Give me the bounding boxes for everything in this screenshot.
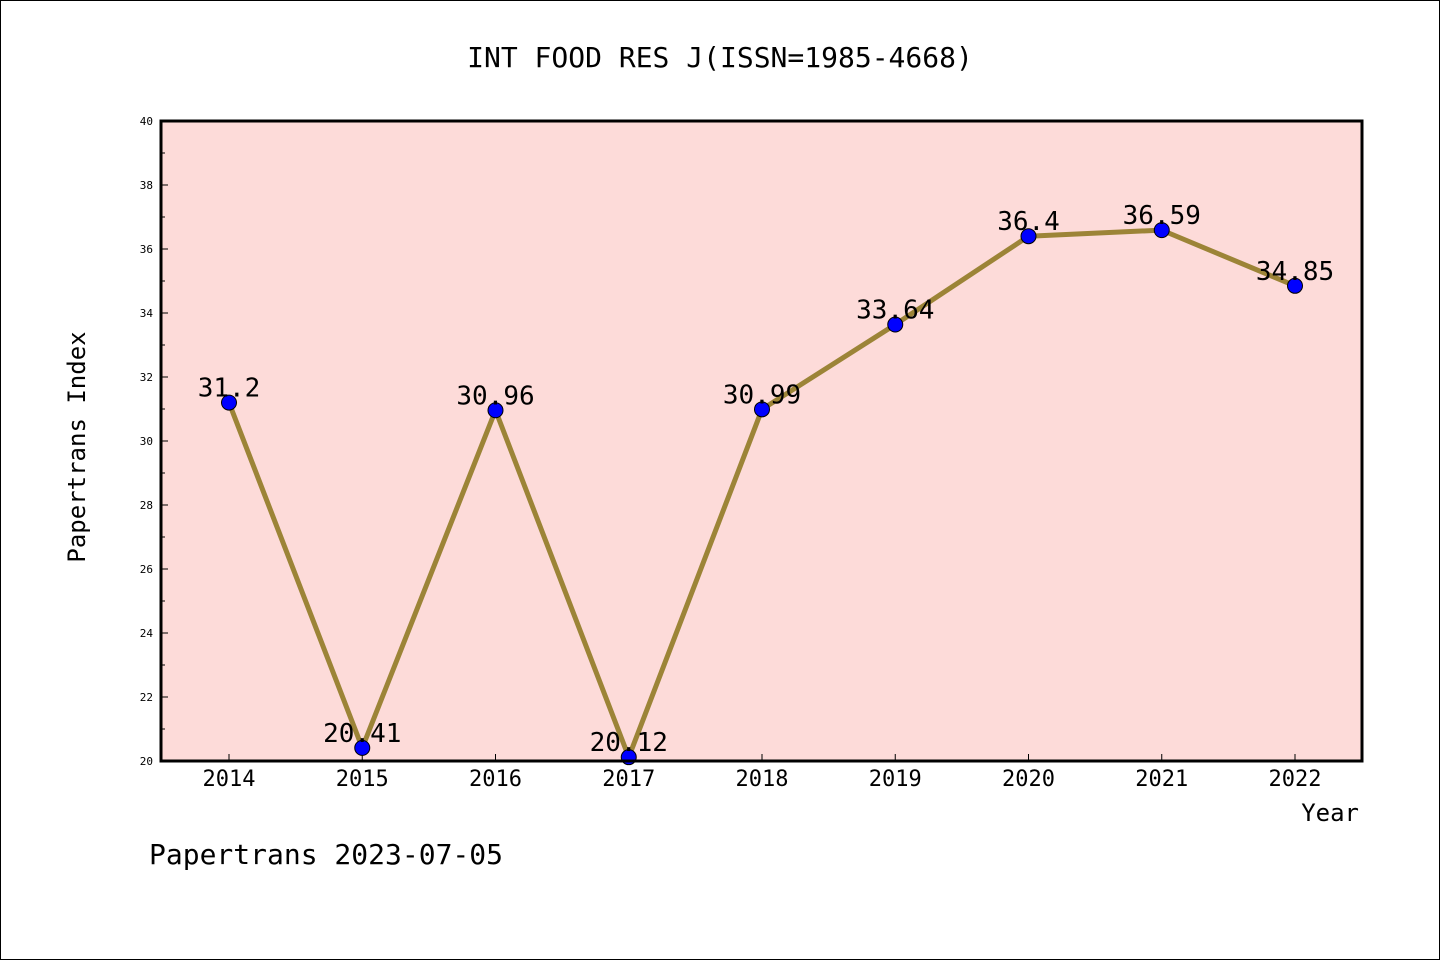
y-tick-label: 36 <box>140 243 153 256</box>
data-point-2022 <box>1287 277 1303 294</box>
x-tick-label: 2019 <box>869 767 922 792</box>
data-label-2014: 31.2 <box>198 374 261 404</box>
x-tick-label: 2016 <box>469 767 522 792</box>
y-tick-label: 30 <box>140 435 153 448</box>
data-point-2019 <box>887 316 904 333</box>
plot-border <box>159 119 1364 763</box>
y-axis-label: Papertrans Index <box>63 331 91 562</box>
data-label-2018: 30.99 <box>723 380 801 410</box>
x-tick-label: 2022 <box>1269 767 1322 792</box>
data-point-2016 <box>487 402 504 419</box>
y-tick-label: 34 <box>140 307 154 320</box>
data-label-2015: 20.41 <box>323 719 401 749</box>
x-tick-label: 2014 <box>203 767 256 792</box>
x-tick-label: 2021 <box>1135 767 1188 792</box>
data-point-2014 <box>221 394 237 411</box>
x-tick-label: 2020 <box>1002 767 1055 792</box>
y-axis-ticks: 20 22 24 26 28 30 32 34 36 38 40 <box>140 115 168 768</box>
y-tick-label: 22 <box>140 691 153 704</box>
footer-date-stamp: Papertrans 2023-07-05 <box>149 838 503 871</box>
chart-title: INT FOOD RES J(ISSN=1985-4668) <box>467 41 973 74</box>
y-tick-label: 32 <box>140 371 153 384</box>
data-label-2019: 33.64 <box>856 296 934 326</box>
y-tick-label: 24 <box>140 627 154 640</box>
y-tick-label: 38 <box>140 179 153 192</box>
x-tick-label: 2017 <box>602 767 655 792</box>
x-axis-label: Year <box>1301 799 1359 827</box>
data-labels: 31.2 20.41 30.96 20.12 30.99 33.64 36.4 36.59 34… <box>198 201 1334 758</box>
y-tick-label: 28 <box>140 499 153 512</box>
data-label-2016: 30.96 <box>456 381 534 411</box>
y-tick-label: 40 <box>140 115 153 128</box>
data-label-2017: 20.12 <box>590 728 668 758</box>
series-group <box>221 222 1303 766</box>
data-point-2018 <box>754 401 770 418</box>
data-label-2021: 36.59 <box>1123 201 1201 231</box>
data-point-2015 <box>354 739 371 756</box>
x-axis-ticks: 2014 2015 2016 2017 2018 2019 2020 2021 2022 <box>203 754 1322 792</box>
data-label-2022: 34.85 <box>1256 257 1334 287</box>
data-point-2021 <box>1153 222 1170 239</box>
data-point-2020 <box>1020 228 1037 245</box>
data-label-2020: 36.4 <box>997 207 1060 237</box>
y-tick-label: 20 <box>140 755 153 768</box>
x-tick-label: 2018 <box>736 767 789 792</box>
y-tick-label: 26 <box>140 563 153 576</box>
x-tick-label: 2015 <box>336 767 389 792</box>
